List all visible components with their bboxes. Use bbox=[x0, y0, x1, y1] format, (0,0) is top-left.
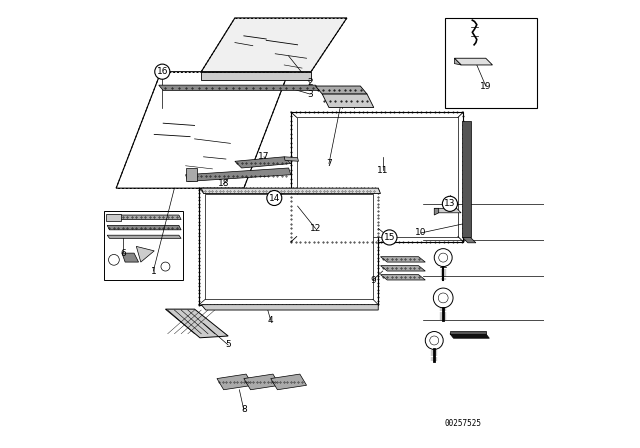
Polygon shape bbox=[463, 237, 476, 243]
Text: 8: 8 bbox=[241, 405, 246, 414]
Text: 5: 5 bbox=[225, 340, 231, 349]
Polygon shape bbox=[217, 374, 253, 390]
Polygon shape bbox=[108, 215, 181, 220]
Text: 3: 3 bbox=[307, 90, 313, 99]
Text: 1: 1 bbox=[150, 267, 156, 276]
Polygon shape bbox=[186, 168, 291, 181]
Polygon shape bbox=[108, 235, 181, 238]
Polygon shape bbox=[202, 72, 311, 80]
Text: 18: 18 bbox=[218, 179, 229, 188]
Polygon shape bbox=[463, 121, 470, 237]
Text: 14: 14 bbox=[269, 194, 280, 202]
Text: 15: 15 bbox=[384, 233, 395, 242]
Polygon shape bbox=[380, 266, 425, 271]
Polygon shape bbox=[165, 309, 228, 338]
Polygon shape bbox=[202, 188, 380, 194]
Polygon shape bbox=[316, 86, 367, 94]
Text: 4: 4 bbox=[268, 316, 273, 325]
Polygon shape bbox=[454, 58, 493, 65]
Polygon shape bbox=[297, 117, 458, 237]
Polygon shape bbox=[450, 334, 490, 338]
Text: 12: 12 bbox=[310, 224, 321, 233]
Polygon shape bbox=[122, 253, 139, 262]
Polygon shape bbox=[202, 18, 347, 72]
Text: 7: 7 bbox=[326, 159, 332, 168]
Polygon shape bbox=[202, 305, 378, 310]
Polygon shape bbox=[108, 225, 181, 230]
Text: 2: 2 bbox=[307, 78, 313, 87]
Text: 19: 19 bbox=[480, 82, 492, 90]
Polygon shape bbox=[199, 188, 378, 305]
Polygon shape bbox=[380, 275, 425, 280]
Text: 9: 9 bbox=[370, 276, 376, 284]
Polygon shape bbox=[244, 374, 280, 390]
Polygon shape bbox=[104, 211, 184, 280]
Polygon shape bbox=[116, 72, 289, 188]
Text: 00257525: 00257525 bbox=[445, 419, 482, 428]
Text: 10: 10 bbox=[415, 228, 426, 237]
Text: 11: 11 bbox=[377, 166, 388, 175]
Polygon shape bbox=[454, 58, 461, 65]
Polygon shape bbox=[445, 18, 538, 108]
Polygon shape bbox=[380, 257, 425, 262]
Polygon shape bbox=[136, 246, 154, 262]
Text: 6: 6 bbox=[120, 249, 125, 258]
Polygon shape bbox=[323, 94, 374, 108]
Polygon shape bbox=[284, 157, 298, 161]
Polygon shape bbox=[159, 85, 320, 90]
Polygon shape bbox=[235, 157, 291, 168]
Polygon shape bbox=[435, 208, 439, 215]
Polygon shape bbox=[291, 112, 463, 242]
Polygon shape bbox=[271, 374, 307, 390]
Text: 13: 13 bbox=[444, 199, 456, 208]
Polygon shape bbox=[205, 194, 373, 299]
Polygon shape bbox=[435, 208, 461, 213]
Polygon shape bbox=[186, 168, 197, 181]
Text: 16: 16 bbox=[157, 67, 168, 76]
Polygon shape bbox=[450, 331, 486, 334]
Text: 17: 17 bbox=[259, 152, 269, 161]
Polygon shape bbox=[106, 214, 121, 221]
